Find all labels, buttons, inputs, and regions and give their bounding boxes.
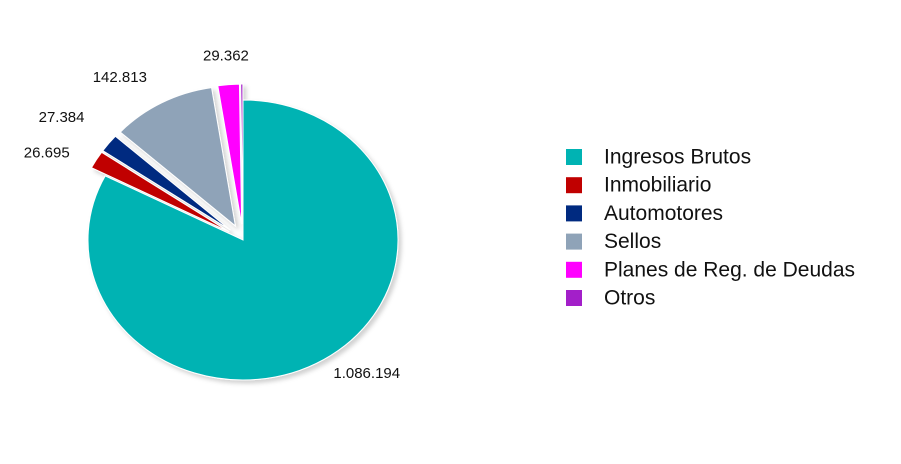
legend-label: Automotores [604, 202, 723, 225]
legend-swatch [566, 149, 582, 165]
legend-label: Inmobiliario [604, 174, 711, 197]
pie [87, 83, 399, 381]
value-label: 29.362 [203, 48, 249, 65]
legend-label: Planes de Reg. de Deudas [604, 258, 855, 281]
legend-swatch [566, 177, 582, 194]
pie-slice [102, 135, 231, 231]
legend-swatch [566, 290, 582, 306]
value-label: 26.695 [24, 144, 70, 161]
legend-label: Otros [604, 287, 655, 310]
labels: 1.086.194 26.695 27.384 142.813 29.362 [24, 48, 400, 382]
pie-slice [240, 83, 244, 225]
legend-swatch [566, 205, 582, 222]
legend-swatch [566, 233, 582, 250]
legend-label: Sellos [604, 230, 661, 253]
legend: Ingresos Brutos Inmobiliario Automotores Se… [566, 146, 855, 310]
legend-label: Ingresos Brutos [604, 146, 751, 169]
value-label: 27.384 [39, 109, 85, 126]
pie-slice [87, 99, 399, 381]
pie-slice [119, 87, 237, 228]
value-label: 1.086.194 [333, 365, 400, 382]
pie-slice [90, 151, 230, 233]
value-label: 142.813 [93, 69, 147, 86]
pie-slice [217, 83, 243, 225]
legend-swatch [566, 261, 582, 278]
